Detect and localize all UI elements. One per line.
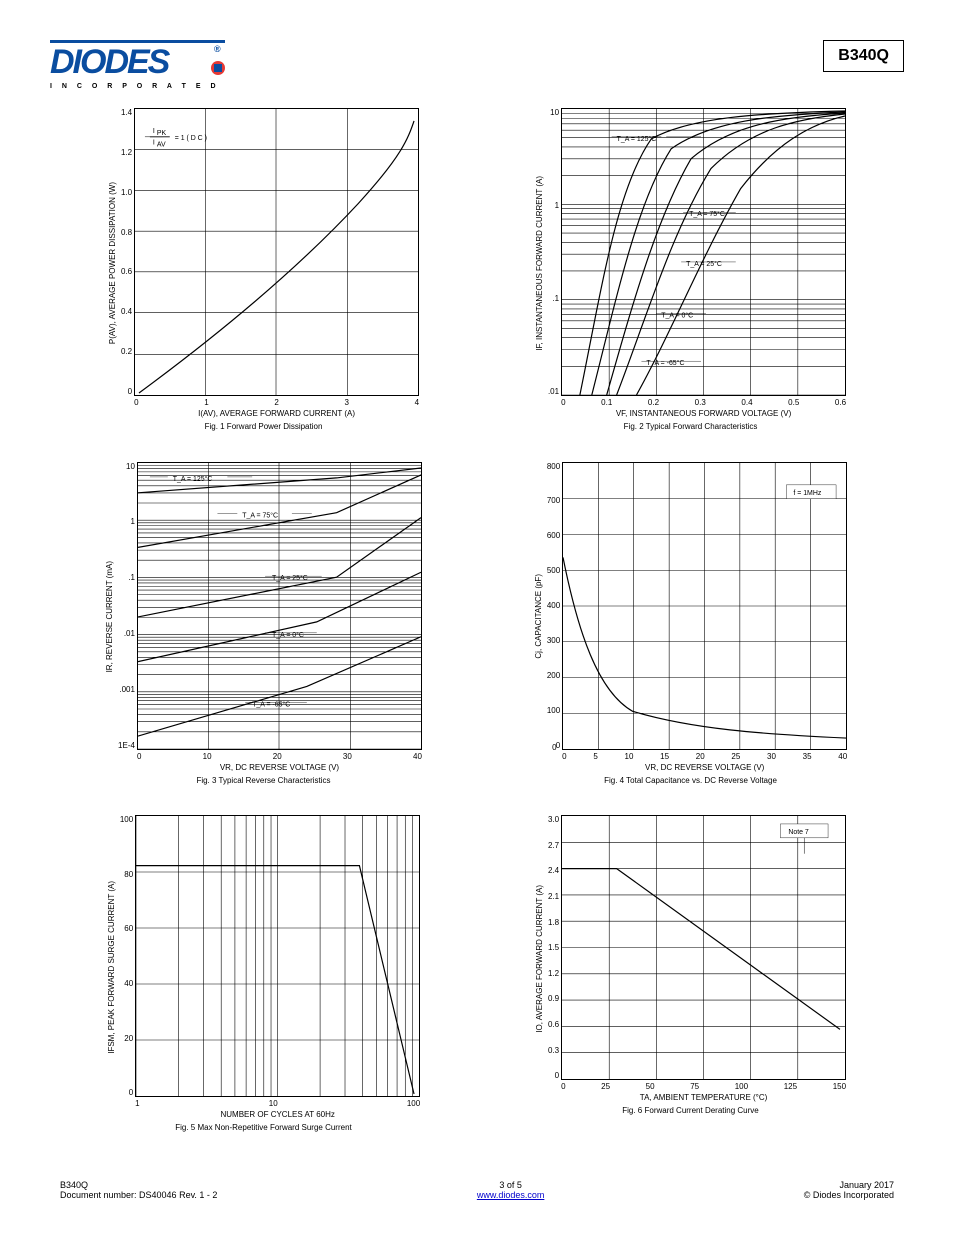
fig5-curve xyxy=(136,866,414,1094)
fig3: IR, REVERSE CURRENT (mA) 101.1.01.0011E-… xyxy=(80,462,447,786)
svg-text:T_A = -65°C: T_A = -65°C xyxy=(252,700,290,708)
footer-doc: Document number: DS40046 Rev. 1 - 2 xyxy=(60,1190,217,1200)
fig2-plot: T_A = 125°C T_A = 75°C T_A = 25°C T_A = … xyxy=(561,108,846,396)
logo: DIODES ® I N C O R P O R A T E D xyxy=(50,40,260,90)
footer: B340Q Document number: DS40046 Rev. 1 - … xyxy=(60,1180,894,1200)
footer-left: B340Q Document number: DS40046 Rev. 1 - … xyxy=(60,1180,217,1200)
fig6-note: Note 7 xyxy=(788,829,809,836)
svg-text:AV: AV xyxy=(157,142,166,149)
fig1-caption: Fig. 1 Forward Power Dissipation xyxy=(205,422,323,432)
fig4-zero: 0 xyxy=(552,743,556,752)
svg-text:T_A = -65°C: T_A = -65°C xyxy=(646,359,684,367)
fig3-xlabel: VR, DC REVERSE VOLTAGE (V) xyxy=(220,763,339,772)
footer-right: January 2017 © Diodes Incorporated xyxy=(804,1180,894,1200)
fig2-xlabel: VF, INSTANTANEOUS FORWARD VOLTAGE (V) xyxy=(616,409,791,418)
svg-text:T_A = 0°C: T_A = 0°C xyxy=(272,630,304,638)
fig3-plot: T_A = 125°C T_A = 75°C T_A = 25°C T_A = … xyxy=(137,462,422,750)
footer-link[interactable]: www.diodes.com xyxy=(477,1190,545,1200)
fig2-temp-labels: T_A = 125°C T_A = 75°C T_A = 25°C T_A = … xyxy=(612,135,736,367)
fig6-yticks: 3.02.72.42.11.81.51.20.90.60.30 xyxy=(548,815,559,1080)
svg-text:T_A = 125°C: T_A = 125°C xyxy=(173,474,213,482)
fig4-xticks: 0510152025303540 xyxy=(562,752,847,761)
fig3-ylabel: IR, REVERSE CURRENT (mA) xyxy=(105,561,114,672)
fig1-xlabel: I(AV), AVERAGE FORWARD CURRENT (A) xyxy=(198,409,355,418)
fig5-xlabel: NUMBER OF CYCLES AT 60Hz xyxy=(220,1110,334,1119)
svg-text:PK: PK xyxy=(157,130,167,137)
svg-text:I: I xyxy=(153,128,155,135)
fig4-xlabel: VR, DC REVERSE VOLTAGE (V) xyxy=(645,763,764,772)
fig6-caption: Fig. 6 Forward Current Derating Curve xyxy=(622,1106,759,1116)
footer-date: January 2017 xyxy=(804,1180,894,1190)
fig1-curve xyxy=(139,121,414,393)
fig2-ylabel: IF, INSTANTANEOUS FORWARD CURRENT (A) xyxy=(535,176,544,351)
svg-text:I: I xyxy=(153,140,155,147)
fig1-xticks: 01234 xyxy=(134,398,419,407)
fig2-vgrid xyxy=(609,109,798,395)
fig4-grid xyxy=(563,463,846,749)
svg-text:T_A = 0°C: T_A = 0°C xyxy=(661,312,693,320)
fig5: IFSM, PEAK FORWARD SURGE CURRENT (A) 100… xyxy=(80,815,447,1133)
footer-copyright: © Diodes Incorporated xyxy=(804,1190,894,1200)
svg-text:= 1 ( D C ): = 1 ( D C ) xyxy=(175,135,207,142)
fig5-plot xyxy=(135,815,420,1097)
fig5-xticks: 110100 xyxy=(135,1099,420,1108)
fig6-ylabel: IO, AVERAGE FORWARD CURRENT (A) xyxy=(535,885,544,1033)
fig4-caption: Fig. 4 Total Capacitance vs. DC Reverse … xyxy=(604,776,777,786)
fig2-xticks: 00.10.20.30.40.50.6 xyxy=(561,398,846,407)
header: DIODES ® I N C O R P O R A T E D B340Q xyxy=(50,40,904,90)
fig2-caption: Fig. 2 Typical Forward Characteristics xyxy=(624,422,758,432)
fig3-yticks: 101.1.01.0011E-4 xyxy=(118,462,135,750)
fig3-temp-labels: T_A = 125°C T_A = 75°C T_A = 25°C T_A = … xyxy=(150,474,322,707)
charts-grid: P(AV), AVERAGE POWER DISSIPATION (W) 1.4… xyxy=(50,108,904,1133)
svg-text:DIODES: DIODES xyxy=(50,43,171,81)
svg-text:®: ® xyxy=(214,44,221,54)
fig1-ylabel: P(AV), AVERAGE POWER DISSIPATION (W) xyxy=(108,182,117,344)
fig4-yticks: 8007006005004003002001000 xyxy=(547,462,560,750)
fig6-grid xyxy=(562,816,845,1079)
fig1-yticks: 1.41.21.00.80.60.40.20 xyxy=(121,108,132,396)
svg-text:T_A = 25°C: T_A = 25°C xyxy=(272,574,308,582)
fig4: Cj, CAPACITANCE (pF) 8007006005004003002… xyxy=(507,462,874,786)
svg-text:T_A = 125°C: T_A = 125°C xyxy=(617,135,657,143)
fig1: P(AV), AVERAGE POWER DISSIPATION (W) 1.4… xyxy=(80,108,447,432)
fig5-caption: Fig. 5 Max Non-Repetitive Forward Surge … xyxy=(175,1123,352,1133)
footer-part: B340Q xyxy=(60,1180,217,1190)
fig1-annotation: IPK IAV = 1 ( D C ) xyxy=(145,128,207,149)
fig2: IF, INSTANTANEOUS FORWARD CURRENT (A) 10… xyxy=(507,108,874,432)
fig3-xticks: 010203040 xyxy=(137,752,422,761)
svg-text:T_A = 75°C: T_A = 75°C xyxy=(689,210,725,218)
svg-text:T_A = 25°C: T_A = 25°C xyxy=(686,260,722,268)
fig6: IO, AVERAGE FORWARD CURRENT (A) 3.02.72.… xyxy=(507,815,874,1133)
fig6-xticks: 0255075100125150 xyxy=(561,1082,846,1091)
fig5-yticks: 100806040200 xyxy=(120,815,133,1097)
fig6-plot: Note 7 xyxy=(561,815,846,1080)
fig1-plot: IPK IAV = 1 ( D C ) xyxy=(134,108,419,396)
fig2-yticks: 101.1.01 xyxy=(548,108,559,396)
logo-subtext: I N C O R P O R A T E D xyxy=(50,83,260,90)
footer-mid: 3 of 5 www.diodes.com xyxy=(477,1180,545,1200)
fig4-ylabel: Cj, CAPACITANCE (pF) xyxy=(534,574,543,659)
fig6-xlabel: TA, AMBIENT TEMPERATURE (°C) xyxy=(640,1093,768,1102)
fig4-plot: f = 1MHz xyxy=(562,462,847,750)
fig5-grid xyxy=(136,816,419,1096)
fig3-caption: Fig. 3 Typical Reverse Characteristics xyxy=(196,776,330,786)
footer-page: 3 of 5 xyxy=(477,1180,545,1190)
fig3-curves xyxy=(138,468,421,736)
fig2-curves xyxy=(580,111,845,395)
part-number-box: B340Q xyxy=(823,40,904,72)
fig5-ylabel: IFSM, PEAK FORWARD SURGE CURRENT (A) xyxy=(107,881,116,1054)
fig1-grid xyxy=(135,109,418,395)
svg-text:T_A = 75°C: T_A = 75°C xyxy=(242,511,278,519)
diodes-logo-svg: DIODES ® xyxy=(50,40,225,82)
fig6-curve xyxy=(562,869,840,1030)
fig4-annot: f = 1MHz xyxy=(794,489,822,496)
